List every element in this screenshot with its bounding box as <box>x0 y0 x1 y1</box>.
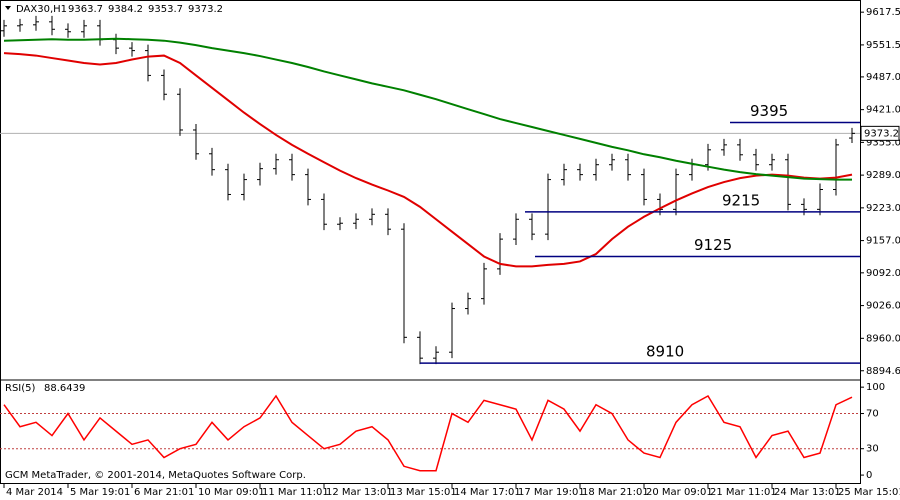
x-tick-label: 12 Mar 13:01 <box>326 487 393 498</box>
header-open: 9363.7 <box>68 4 103 15</box>
x-tick-label: 6 Mar 21:01 <box>134 487 194 498</box>
y-tick-label: 100 <box>866 382 885 393</box>
y-tick-label: 9487.0 <box>866 72 900 83</box>
plot-frame <box>0 0 861 484</box>
y-tick-label: 8894.6 <box>866 366 900 377</box>
x-tick-label: 18 Mar 21:01 <box>582 487 649 498</box>
x-tick-label: 14 Mar 17:01 <box>454 487 521 498</box>
y-tick-label: 9223.0 <box>866 203 900 214</box>
x-tick-label: 25 Mar 15:01 <box>838 487 900 498</box>
x-tick-label: 11 Mar 11:01 <box>262 487 329 498</box>
x-tick-label: 20 Mar 09:01 <box>646 487 713 498</box>
y-tick-label: 9617.5 <box>866 7 900 18</box>
y-tick-label: 9026.0 <box>866 301 900 312</box>
moving-average <box>3 37 852 181</box>
header-close: 9373.2 <box>188 4 223 15</box>
y-tick-label: 30 <box>866 444 879 455</box>
last-price-label: 9373.2 <box>864 128 899 139</box>
x-tick-label: 21 Mar 11:01 <box>710 487 777 498</box>
rsi-line <box>3 394 853 472</box>
level-label: 9395 <box>750 102 788 120</box>
last-price-box <box>860 125 900 141</box>
rsi-last: 88.6439 <box>44 383 85 394</box>
y-tick-label: 9551.5 <box>866 40 900 51</box>
y-tick-label: 0 <box>866 470 872 481</box>
y-tick-label: 9421.0 <box>866 105 900 116</box>
y-tick-label: 9355.0 <box>866 137 900 148</box>
x-tick-label: 5 Mar 19:01 <box>70 487 130 498</box>
x-tick-label: 13 Mar 15:01 <box>390 487 457 498</box>
y-tick-label: 9289.0 <box>866 170 900 181</box>
x-tick-label: 10 Mar 09:01 <box>198 487 265 498</box>
y-tick-label: 8960.0 <box>866 333 900 344</box>
x-tick-label: 4 Mar 2014 <box>6 487 63 498</box>
x-tick-label: 17 Mar 19:01 <box>518 487 585 498</box>
level-label: 9215 <box>722 191 760 209</box>
header-high: 9384.2 <box>108 4 143 15</box>
header-low: 9353.7 <box>148 4 183 15</box>
footnote: GCM MetaTrader, © 2001-2014, MetaQuotes … <box>5 470 306 481</box>
moving-average <box>3 52 853 268</box>
y-tick-label: 70 <box>866 409 879 420</box>
y-tick-label: 9157.0 <box>866 236 900 247</box>
y-tick-label: 9092.0 <box>866 268 900 279</box>
level-label: 9125 <box>694 236 732 254</box>
rsi-title: RSI(5) <box>5 383 36 394</box>
symbol-title: DAX30,H1 <box>16 4 67 15</box>
menu-triangle <box>5 6 11 10</box>
level-label: 8910 <box>646 343 684 361</box>
x-tick-label: 24 Mar 13:01 <box>774 487 841 498</box>
